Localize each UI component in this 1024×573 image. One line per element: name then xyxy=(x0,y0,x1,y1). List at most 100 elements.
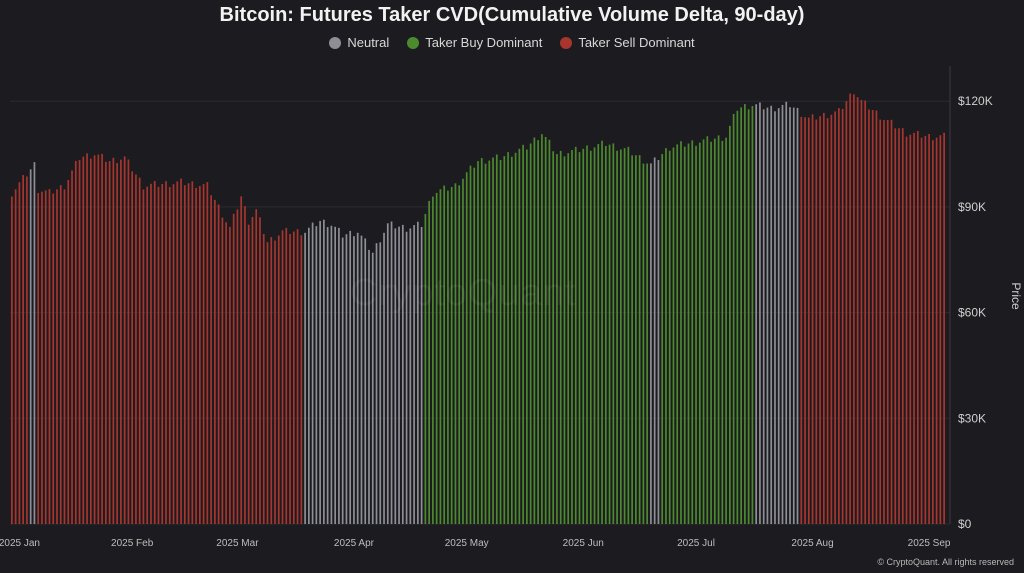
bar xyxy=(729,125,731,524)
bar xyxy=(766,107,769,524)
bar xyxy=(849,93,851,524)
bar xyxy=(37,193,40,524)
bar xyxy=(480,158,483,524)
bar xyxy=(371,252,374,524)
bar xyxy=(853,94,855,524)
bar xyxy=(195,187,197,525)
bar xyxy=(274,240,276,524)
bar xyxy=(913,132,915,524)
bar xyxy=(537,140,539,524)
legend-item-taker-buy[interactable]: Taker Buy Dominant xyxy=(407,35,542,50)
bar xyxy=(578,152,581,525)
bar xyxy=(860,99,863,525)
bar xyxy=(311,222,314,524)
bar xyxy=(586,145,588,525)
bar xyxy=(834,111,836,524)
bar xyxy=(41,191,43,524)
bar xyxy=(368,249,370,525)
y-tick-label: $30K xyxy=(958,411,986,425)
legend-dot-taker-sell xyxy=(560,36,573,49)
bar xyxy=(29,169,32,525)
bar xyxy=(868,109,870,524)
bar xyxy=(210,195,212,524)
bar xyxy=(582,148,585,525)
bar xyxy=(450,186,453,524)
bar xyxy=(556,154,558,525)
bar xyxy=(785,101,788,525)
bar xyxy=(341,237,344,524)
bar xyxy=(86,153,88,524)
bar xyxy=(807,117,810,525)
bar xyxy=(473,167,476,524)
bar xyxy=(687,143,690,524)
bar xyxy=(665,148,667,524)
bar xyxy=(740,107,742,525)
bar xyxy=(616,150,618,525)
bar xyxy=(281,230,284,524)
bar xyxy=(608,144,611,524)
y-axis: $0 $30K $60K $90K $120K xyxy=(958,94,993,531)
bar xyxy=(44,190,47,524)
bar xyxy=(751,105,754,524)
y-axis-label: Price xyxy=(1009,282,1023,310)
bar xyxy=(676,144,679,524)
bar xyxy=(413,225,415,524)
bar xyxy=(251,216,254,524)
bar xyxy=(266,242,269,524)
legend-dot-taker-buy xyxy=(407,36,420,49)
bar xyxy=(901,128,904,524)
bar xyxy=(492,157,494,525)
bar xyxy=(548,139,551,524)
bar xyxy=(127,159,130,524)
bar xyxy=(435,192,438,525)
bar xyxy=(259,217,261,524)
bar xyxy=(631,155,633,524)
bar xyxy=(323,219,325,525)
bar xyxy=(191,181,194,524)
x-tick-label: 2025 Mar xyxy=(216,538,259,549)
bar xyxy=(33,162,36,524)
bar xyxy=(142,189,145,525)
bar xyxy=(172,184,175,525)
bar xyxy=(514,152,517,524)
bar xyxy=(285,227,288,525)
bar xyxy=(747,109,750,524)
bar xyxy=(277,235,280,524)
bar xyxy=(856,97,859,524)
bar xyxy=(315,226,318,524)
bar xyxy=(627,146,630,524)
bar xyxy=(375,243,378,525)
bar xyxy=(105,161,107,524)
bar xyxy=(307,227,310,524)
copyright-notice: © CryptoQuant. All rights reserved xyxy=(877,557,1014,567)
legend-item-neutral[interactable]: Neutral xyxy=(329,35,389,50)
bar xyxy=(477,161,479,524)
y-tick-label: $120K xyxy=(958,94,993,108)
bar xyxy=(116,163,118,524)
bar xyxy=(781,104,784,525)
bar xyxy=(360,235,363,524)
bar xyxy=(593,147,596,525)
bar xyxy=(770,105,773,525)
y-tick-label: $60K xyxy=(958,306,986,320)
bar xyxy=(653,157,656,525)
bar xyxy=(529,143,532,524)
bar-series xyxy=(11,93,945,525)
bar xyxy=(386,223,389,524)
bar xyxy=(777,108,780,524)
bar xyxy=(229,226,231,524)
bar xyxy=(198,186,201,524)
bar xyxy=(619,149,622,524)
bar xyxy=(465,172,468,524)
bar xyxy=(792,107,795,524)
bar xyxy=(597,144,600,525)
bar xyxy=(541,134,543,524)
bar xyxy=(206,182,209,524)
bar xyxy=(706,136,709,524)
legend-item-taker-sell[interactable]: Taker Sell Dominant xyxy=(560,35,695,50)
legend: Neutral Taker Buy Dominant Taker Sell Do… xyxy=(0,35,1024,50)
bar xyxy=(59,185,62,524)
bar xyxy=(612,143,615,524)
bar xyxy=(552,151,555,524)
bar xyxy=(432,196,434,524)
